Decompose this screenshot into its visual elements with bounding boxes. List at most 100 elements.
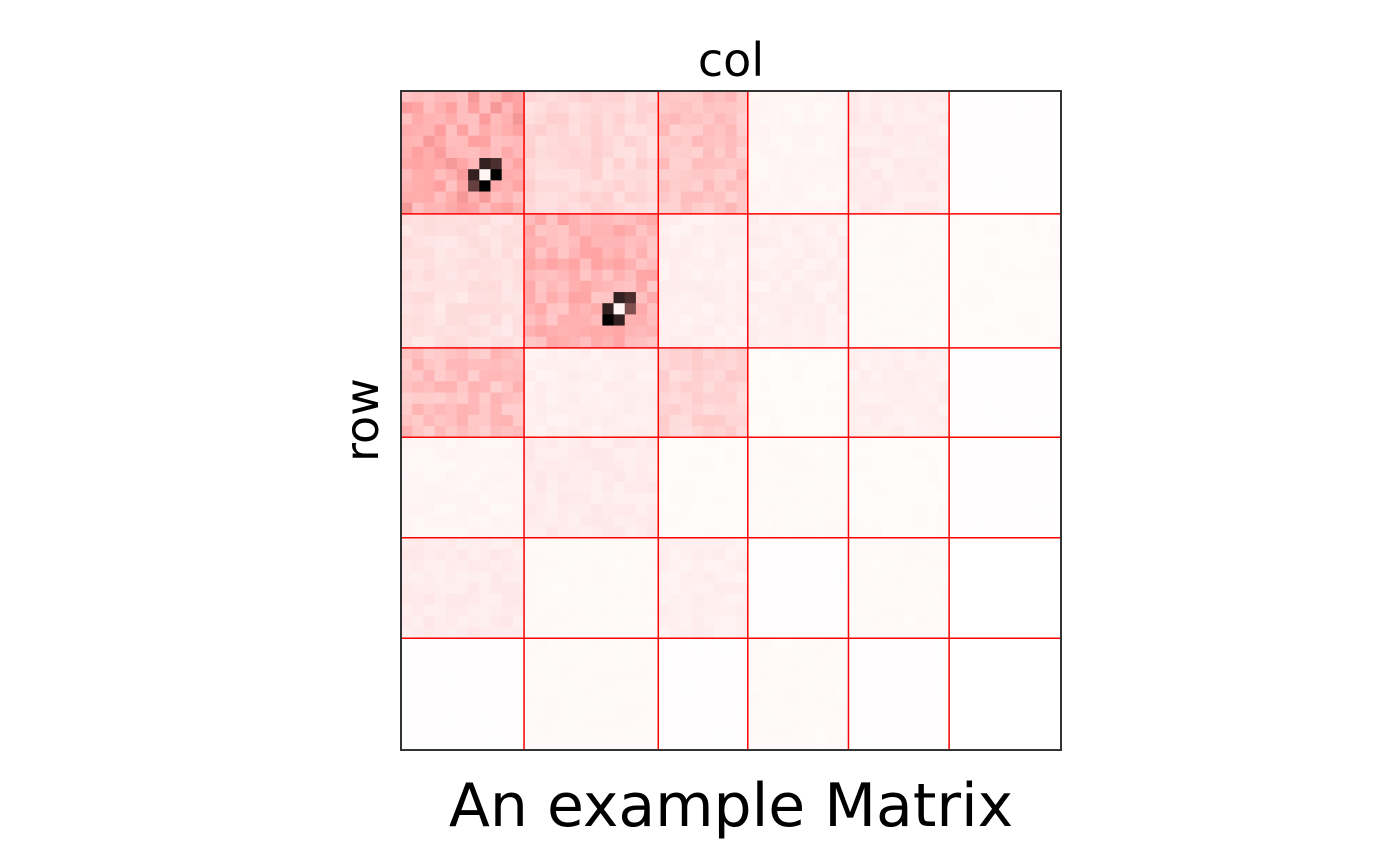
heatmap-cell: [859, 381, 872, 394]
heatmap-cell: [613, 515, 626, 528]
heatmap-cell: [412, 414, 424, 427]
heatmap-cell: [1027, 213, 1040, 226]
heatmap-cell: [993, 124, 1006, 137]
heatmap-cell: [512, 135, 525, 148]
heatmap-cell: [635, 716, 648, 729]
heatmap-cell: [412, 280, 424, 293]
heatmap-cell: [792, 359, 805, 371]
heatmap-cell: [490, 649, 503, 662]
heatmap-cell: [1049, 716, 1062, 729]
heatmap-cell: [1038, 548, 1051, 561]
heatmap-cell: [848, 437, 861, 450]
heatmap-cell: [468, 325, 480, 338]
heatmap-cell: [635, 169, 648, 181]
heatmap-cell: [993, 213, 1006, 226]
heatmap-cell: [882, 359, 894, 371]
heatmap-cell: [949, 336, 961, 349]
heatmap-cell: [859, 727, 872, 740]
heatmap-cell: [512, 738, 525, 751]
heatmap-cell: [691, 437, 704, 450]
heatmap-cell: [423, 694, 436, 706]
heatmap-cell: [1027, 392, 1040, 405]
heatmap-cell: [1049, 247, 1062, 260]
heatmap-cell: [848, 135, 861, 148]
heatmap-cell: [848, 347, 861, 360]
heatmap-cell: [747, 314, 760, 327]
heatmap-cell: [926, 314, 939, 327]
heatmap-cell: [434, 448, 447, 461]
heatmap-cell: [680, 414, 693, 427]
heatmap-cell: [982, 314, 995, 327]
heatmap-cell: [747, 705, 760, 718]
heatmap-cell: [691, 213, 704, 226]
heatmap-cell: [591, 325, 603, 338]
heatmap-cell: [434, 169, 447, 181]
heatmap-cell: [423, 213, 436, 226]
heatmap-cell: [758, 716, 771, 729]
heatmap-cell: [456, 113, 469, 126]
heatmap-cell: [993, 392, 1006, 405]
heatmap-cell: [960, 314, 973, 327]
heatmap-cell: [635, 738, 648, 751]
heatmap-cell: [870, 448, 883, 461]
heatmap-cell: [725, 571, 738, 584]
heatmap-cell: [725, 325, 738, 338]
heatmap-cell: [591, 493, 603, 505]
heatmap-cell: [1038, 515, 1051, 528]
heatmap-cell: [993, 158, 1006, 170]
heatmap-cell: [456, 269, 469, 282]
heatmap-cell: [725, 671, 738, 684]
heatmap-cell: [960, 515, 973, 528]
heatmap-cell: [401, 716, 413, 729]
heatmap-cell: [647, 694, 659, 706]
heatmap-cell: [971, 91, 984, 103]
heatmap-cell: [546, 146, 559, 159]
heatmap-cell: [747, 627, 760, 639]
heatmap-cell: [736, 258, 749, 271]
heatmap-cell: [937, 426, 950, 438]
heatmap-cell: [1016, 280, 1029, 293]
heatmap-cell: [468, 392, 480, 405]
heatmap-cell: [669, 627, 682, 639]
heatmap-cell: [993, 403, 1006, 416]
heatmap-cell: [445, 359, 458, 371]
heatmap-cell: [937, 638, 950, 651]
heatmap-cell: [490, 716, 503, 729]
heatmap-cell: [658, 269, 671, 282]
heatmap-cell: [982, 660, 995, 673]
heatmap-cell: [937, 627, 950, 639]
heatmap-cell: [647, 135, 659, 148]
heatmap-cell: [434, 493, 447, 505]
heatmap-cell: [401, 437, 413, 450]
heatmap-cell: [960, 604, 973, 617]
heatmap-cell: [1005, 124, 1017, 137]
heatmap-cell: [792, 426, 805, 438]
heatmap-cell: [960, 303, 973, 315]
heatmap-cell: [512, 403, 525, 416]
heatmap-cell: [826, 593, 838, 606]
heatmap-cell: [904, 392, 917, 405]
heatmap-cell: [434, 247, 447, 260]
heatmap-cell: [1016, 269, 1029, 282]
heatmap-cell: [401, 236, 413, 248]
heatmap-cell: [870, 537, 883, 550]
heatmap-cell: [725, 258, 738, 271]
heatmap-cell: [736, 459, 749, 472]
heatmap-cell: [882, 448, 894, 461]
heatmap-cell: [512, 414, 525, 427]
heatmap-cell: [1005, 470, 1017, 483]
heatmap-cell: [579, 347, 592, 360]
heatmap-cell: [826, 615, 838, 628]
heatmap-cell: [1016, 191, 1029, 204]
heatmap-cell: [893, 426, 905, 438]
heatmap-cell: [971, 537, 984, 550]
heatmap-cell: [602, 124, 615, 137]
heatmap-cell: [837, 627, 850, 639]
heatmap-cell: [434, 269, 447, 282]
heatmap-cell: [781, 135, 794, 148]
heatmap-cell: [647, 604, 659, 617]
heatmap-cell: [401, 158, 413, 170]
heatmap-cell: [1027, 470, 1040, 483]
heatmap-cell: [546, 292, 559, 304]
heatmap-cell: [479, 705, 492, 718]
